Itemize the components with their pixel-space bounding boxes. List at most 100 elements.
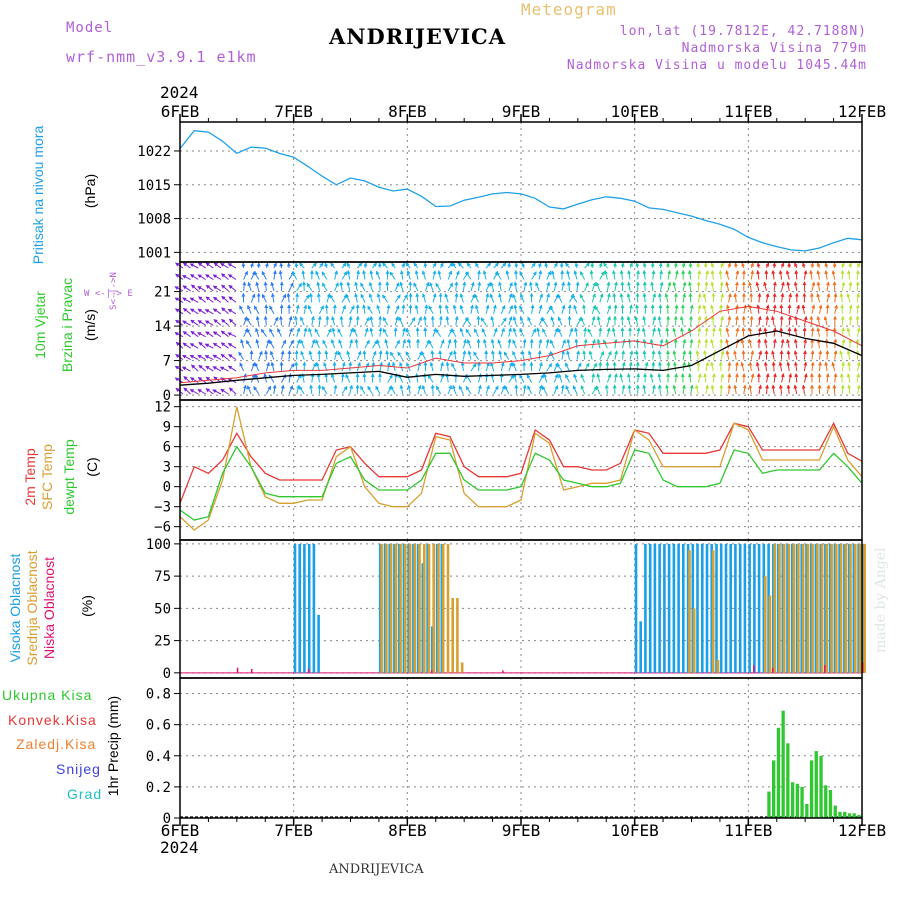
wind-arrow — [803, 373, 808, 383]
precip-label-hail: Grad — [67, 786, 103, 802]
wind-arrow — [727, 361, 732, 372]
wind-arrow — [174, 332, 184, 338]
wind-arrow — [613, 373, 618, 383]
wind-arrow — [317, 315, 322, 326]
wind-arrow — [545, 338, 550, 349]
wind-arrow — [321, 385, 328, 395]
cloud-bar-high — [762, 543, 766, 673]
wind-arrow — [255, 327, 260, 337]
wind-arrow — [635, 262, 640, 269]
wind-arrow — [414, 304, 419, 314]
wind-arrow — [341, 271, 348, 280]
y-tick-label: 0 — [163, 480, 171, 496]
wind-arrow — [288, 363, 295, 372]
cloud-bar-mid — [456, 598, 459, 673]
cloud-bar-high — [748, 543, 751, 673]
wind-arrow — [619, 292, 624, 303]
wind-arrow — [599, 271, 605, 280]
wind-arrow — [445, 361, 450, 372]
wind-arrow — [596, 373, 601, 383]
cloud-bar-high — [421, 563, 425, 673]
wind-arrow — [280, 350, 285, 360]
wind-arrow — [705, 270, 710, 280]
wind-arrow — [598, 262, 603, 269]
wind-arrow — [465, 328, 472, 337]
date-label: 6FEB — [161, 102, 200, 121]
wind-arrow — [370, 372, 375, 383]
wind-arrow — [787, 304, 792, 314]
wind-arrow — [296, 373, 302, 383]
wind-arrow — [401, 304, 406, 314]
wind-arrow — [538, 374, 544, 383]
precip-bar — [809, 760, 814, 818]
wind-arrow — [705, 361, 710, 372]
wind-arrow — [354, 292, 359, 303]
cloud-bar-high — [397, 543, 401, 673]
wind-arrow — [763, 281, 768, 292]
wind-arrow — [508, 327, 513, 337]
wind-arrow — [334, 350, 339, 360]
wind-arrow — [371, 340, 378, 349]
date-label: 9FEB — [502, 821, 541, 840]
wind-arrow — [606, 327, 611, 337]
wind-arrow — [720, 315, 724, 326]
wind-arrow — [268, 374, 275, 383]
y-tick-label: −3 — [154, 500, 171, 516]
cloud-bar-high — [819, 543, 822, 673]
wind-arrow — [786, 361, 791, 372]
wind-arrow — [326, 293, 331, 303]
date-label: 12FEB — [838, 821, 886, 840]
wind-arrow — [308, 350, 313, 360]
wind-arrow — [763, 361, 768, 372]
wind-arrow — [788, 373, 793, 383]
wind-arrow — [421, 384, 426, 395]
wind-arrow — [303, 304, 308, 314]
wind-arrow — [565, 373, 570, 383]
wind-arrow — [595, 385, 601, 395]
wind-arrow — [409, 316, 416, 326]
wind-arrow — [345, 373, 351, 383]
wind-arrow — [613, 338, 618, 349]
wind-arrow — [549, 305, 555, 315]
wind-arrow — [710, 281, 715, 291]
wind-arrow — [512, 362, 517, 372]
wind-arrow — [689, 304, 694, 314]
wind-arrow — [825, 281, 830, 291]
wind-arrow — [758, 384, 762, 395]
panel-frames — [174, 114, 863, 826]
wind-arrow — [273, 316, 279, 326]
wind-arrow — [424, 304, 429, 314]
wind-arrow — [368, 281, 373, 292]
wind-arrow — [394, 304, 400, 315]
wind-arrow — [682, 350, 687, 360]
cloud-bar-high — [724, 543, 728, 673]
wind-arrow — [672, 361, 677, 372]
wind-arrow — [337, 328, 343, 337]
wind-arrow — [681, 384, 686, 395]
cloud-bar-high — [795, 543, 799, 673]
precip-bar — [781, 710, 785, 818]
wind-arrow — [407, 338, 412, 349]
wind-arrow — [452, 304, 457, 314]
wind-arrow — [394, 282, 400, 292]
cloud-bar-high — [677, 543, 680, 673]
wind-arrow — [205, 331, 214, 338]
cloud-bar-high — [691, 543, 695, 673]
wind-arrow — [349, 338, 354, 349]
wind-arrow — [498, 350, 503, 360]
y-tick-label: 1001 — [137, 245, 171, 261]
wind-arrow — [651, 350, 656, 360]
wind-arrow — [465, 317, 472, 326]
wind-arrow — [399, 281, 404, 292]
wind-arrow — [672, 327, 677, 337]
wind-arrow — [757, 315, 762, 326]
wind-arrow — [712, 350, 717, 360]
wind-arrow — [550, 339, 555, 349]
wind-arrow — [561, 304, 566, 314]
wind-arrow — [228, 296, 237, 303]
wind-arrow — [580, 373, 586, 383]
wind-arrow — [355, 315, 360, 326]
wind-arrow — [219, 366, 229, 372]
wind-arrow — [856, 384, 861, 395]
wind-arrow — [636, 372, 641, 383]
